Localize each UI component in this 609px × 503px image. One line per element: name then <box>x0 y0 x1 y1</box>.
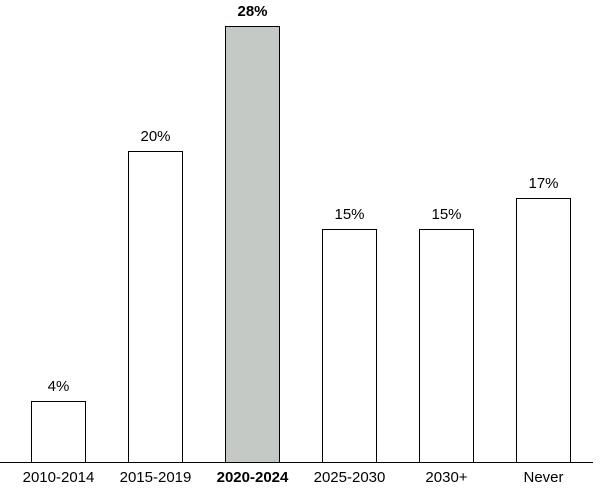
x-axis-label: 2025-2030 <box>313 469 386 486</box>
bar <box>322 229 377 463</box>
bar-value-label: 4% <box>47 378 70 395</box>
bar <box>128 151 183 463</box>
bar-value-label: 20% <box>140 128 171 145</box>
x-axis-label: 2030+ <box>425 469 468 486</box>
bar <box>225 26 280 463</box>
x-axis-label: 2010-2014 <box>22 469 95 486</box>
bar-value-label: 15% <box>334 206 365 223</box>
bar-value-label: 15% <box>431 206 462 223</box>
bar <box>419 229 474 463</box>
x-axis-line <box>0 461 593 463</box>
bar <box>516 198 571 463</box>
x-axis-label: 2015-2019 <box>119 469 192 486</box>
bar-value-label: 17% <box>528 175 559 192</box>
x-axis-label: Never <box>523 469 564 486</box>
x-axis-label: 2020-2024 <box>216 469 289 486</box>
bar-value-label: 28% <box>237 3 268 20</box>
bar <box>31 401 86 463</box>
